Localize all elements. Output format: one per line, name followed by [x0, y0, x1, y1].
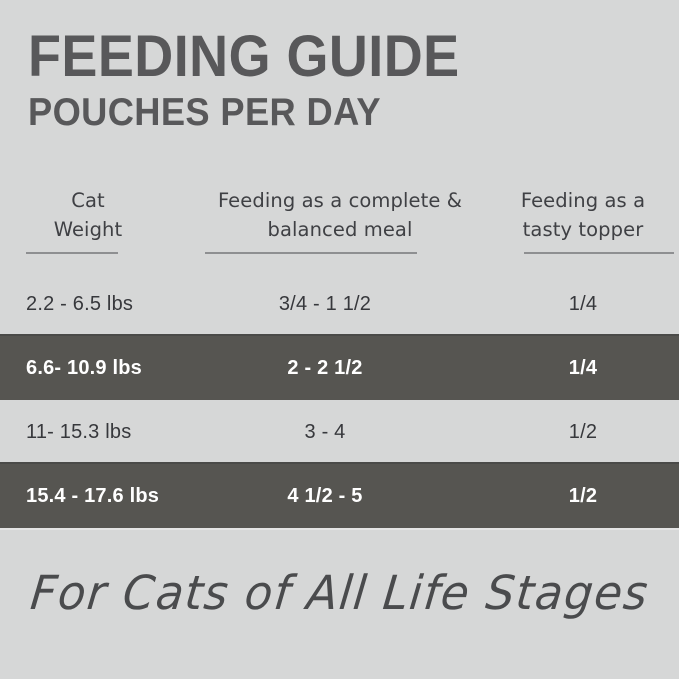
table-row: 15.4 - 17.6 lbs 4 1/2 - 5 1/2 — [0, 462, 679, 530]
column-header-tasty-topper: Feeding as a tasty topper — [500, 186, 666, 244]
cell-cat-weight: 6.6- 10.9 lbs — [26, 356, 142, 379]
header-underline — [524, 252, 674, 254]
column-header-line: Feeding as a complete & — [217, 189, 463, 212]
column-header-line: tasty topper — [522, 218, 644, 241]
cell-cat-weight: 2.2 - 6.5 lbs — [26, 292, 134, 315]
table-header-row: Cat Weight Feeding as a complete & balan… — [0, 186, 679, 272]
column-header-cat-weight: Cat Weight — [8, 186, 168, 244]
cell-complete-meal: 2 - 2 1/2 — [287, 356, 363, 379]
cell-complete-meal: 3 - 4 — [304, 420, 346, 443]
column-header-line: Feeding as a — [520, 189, 646, 212]
column-header-line: Weight — [53, 218, 123, 241]
page-title: FEEDING GUIDE — [28, 24, 460, 89]
cell-cat-weight: 15.4 - 17.6 lbs — [26, 484, 160, 507]
cell-tasty-topper: 1/4 — [568, 292, 598, 315]
column-header-line: Cat — [71, 189, 105, 212]
title-block: FEEDING GUIDE POUCHES PER DAY — [28, 28, 648, 134]
table-row: 6.6- 10.9 lbs 2 - 2 1/2 1/4 — [0, 334, 679, 402]
table-row: 2.2 - 6.5 lbs 3/4 - 1 1/2 1/4 — [0, 272, 679, 336]
table-row: 11- 15.3 lbs 3 - 4 1/2 — [0, 400, 679, 464]
header-underline — [26, 252, 118, 254]
cell-cat-weight: 11- 15.3 lbs — [26, 420, 132, 443]
page-subtitle: POUCHES PER DAY — [28, 91, 381, 134]
header-underline — [205, 252, 417, 254]
column-header-complete-meal: Feeding as a complete & balanced meal — [200, 186, 480, 244]
cell-complete-meal: 4 1/2 - 5 — [287, 484, 363, 507]
cell-tasty-topper: 1/2 — [568, 420, 598, 443]
column-header-line: balanced meal — [267, 218, 413, 241]
footer-tagline: For Cats of All Life Stages — [27, 566, 652, 621]
cell-tasty-topper: 1/4 — [568, 356, 598, 379]
feeding-table: Cat Weight Feeding as a complete & balan… — [0, 186, 679, 530]
cell-tasty-topper: 1/2 — [568, 484, 598, 507]
footer-tagline-container: For Cats of All Life Stages — [0, 556, 679, 632]
cell-complete-meal: 3/4 - 1 1/2 — [278, 292, 372, 315]
